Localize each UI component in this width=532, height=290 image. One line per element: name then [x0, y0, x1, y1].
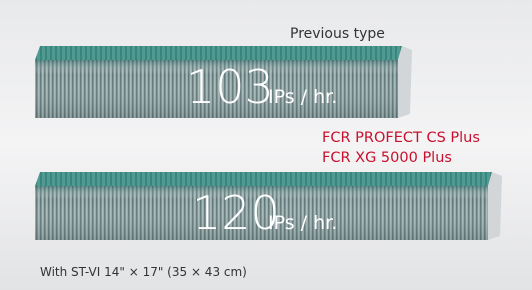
- current-unit: IPs / hr.: [268, 212, 337, 234]
- page: Previous type 103 IPs / hr. FCR PROFECT …: [0, 0, 532, 290]
- previous-label: Previous type: [290, 26, 385, 42]
- footnote: With ST-VI 14" × 17" (35 × 43 cm): [40, 265, 247, 279]
- previous-rate: 103: [186, 60, 274, 114]
- model-name: FCR PROFECT CS Plus: [322, 130, 480, 146]
- model-name: FCR XG 5000 Plus: [322, 150, 452, 166]
- infographic: Previous type 103 IPs / hr. FCR PROFECT …: [0, 0, 532, 290]
- previous-unit: IPs / hr.: [268, 86, 337, 108]
- current-rate: 120: [192, 186, 280, 240]
